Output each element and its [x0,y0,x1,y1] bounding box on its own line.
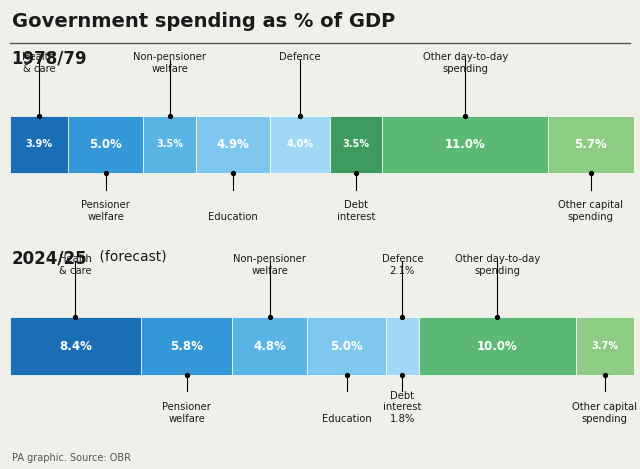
Text: 5.7%: 5.7% [574,138,607,151]
Text: Other day-to-day
spending: Other day-to-day spending [454,254,540,276]
Text: Defence
2.1%: Defence 2.1% [381,254,423,276]
Bar [307,317,386,375]
Text: 8.4%: 8.4% [59,340,92,353]
Bar [386,317,419,375]
Bar [232,317,307,375]
Text: 3.7%: 3.7% [591,341,618,351]
Text: 3.5%: 3.5% [156,139,183,150]
Text: Non-pensioner
welfare: Non-pensioner welfare [133,53,206,74]
Text: Pensioner
welfare: Pensioner welfare [163,402,211,424]
Bar [10,115,68,174]
Text: Health
& care: Health & care [59,254,92,276]
Text: Other capital
spending: Other capital spending [572,402,637,424]
Text: (forecast): (forecast) [95,250,166,264]
Bar [575,317,634,375]
Text: 3.5%: 3.5% [342,139,370,150]
Text: Education: Education [208,212,258,222]
Text: 11.0%: 11.0% [445,138,486,151]
Text: Government spending as % of GDP: Government spending as % of GDP [12,12,395,31]
Text: Education: Education [322,414,372,424]
Text: 5.8%: 5.8% [170,340,204,353]
Text: Defence: Defence [279,53,321,62]
Text: Debt
interest: Debt interest [337,200,376,222]
Text: Health
& care: Health & care [22,53,55,74]
Bar [383,115,548,174]
Text: 4.8%: 4.8% [253,340,286,353]
Text: PA graphic. Source: OBR: PA graphic. Source: OBR [12,454,131,463]
Text: Non-pensioner
welfare: Non-pensioner welfare [234,254,307,276]
Bar [330,115,383,174]
Bar [141,317,232,375]
Bar [196,115,269,174]
Text: 2024/25: 2024/25 [12,250,87,267]
Text: Debt
interest
1.8%: Debt interest 1.8% [383,391,422,424]
Text: Other capital
spending: Other capital spending [558,200,623,222]
Bar [269,115,330,174]
Text: 10.0%: 10.0% [477,340,518,353]
Text: 4.0%: 4.0% [286,139,314,150]
Text: Pensioner
welfare: Pensioner welfare [81,200,131,222]
Text: 3.9%: 3.9% [26,139,52,150]
Text: Other day-to-day
spending: Other day-to-day spending [422,53,508,74]
Text: 5.0%: 5.0% [90,138,122,151]
Text: 5.0%: 5.0% [330,340,363,353]
Text: 4.9%: 4.9% [216,138,250,151]
Bar [419,317,575,375]
Bar [10,317,141,375]
Bar [68,115,143,174]
Bar [143,115,196,174]
Bar [548,115,634,174]
Text: 1978/79: 1978/79 [12,49,87,67]
